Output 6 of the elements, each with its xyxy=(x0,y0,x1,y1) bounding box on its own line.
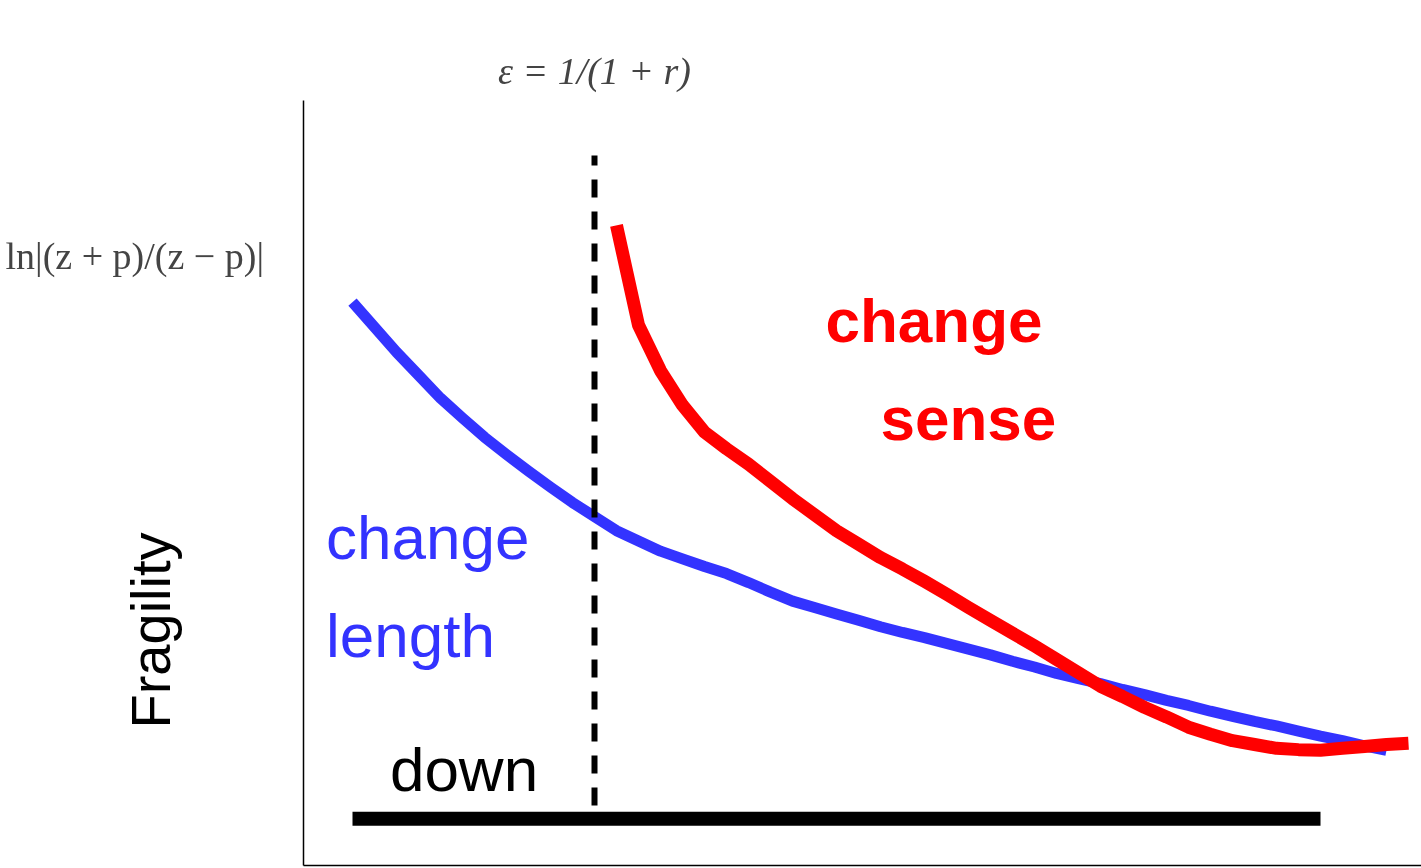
y-axis-title: Fragility xyxy=(119,532,182,729)
series-label: change sense xyxy=(825,286,1057,454)
text: ε = 1/(1 + r) xyxy=(498,49,691,93)
series-label: down xyxy=(389,734,539,804)
series-label: change length xyxy=(326,503,530,671)
text: ln|(z + p)/(z − p)| xyxy=(5,234,265,278)
